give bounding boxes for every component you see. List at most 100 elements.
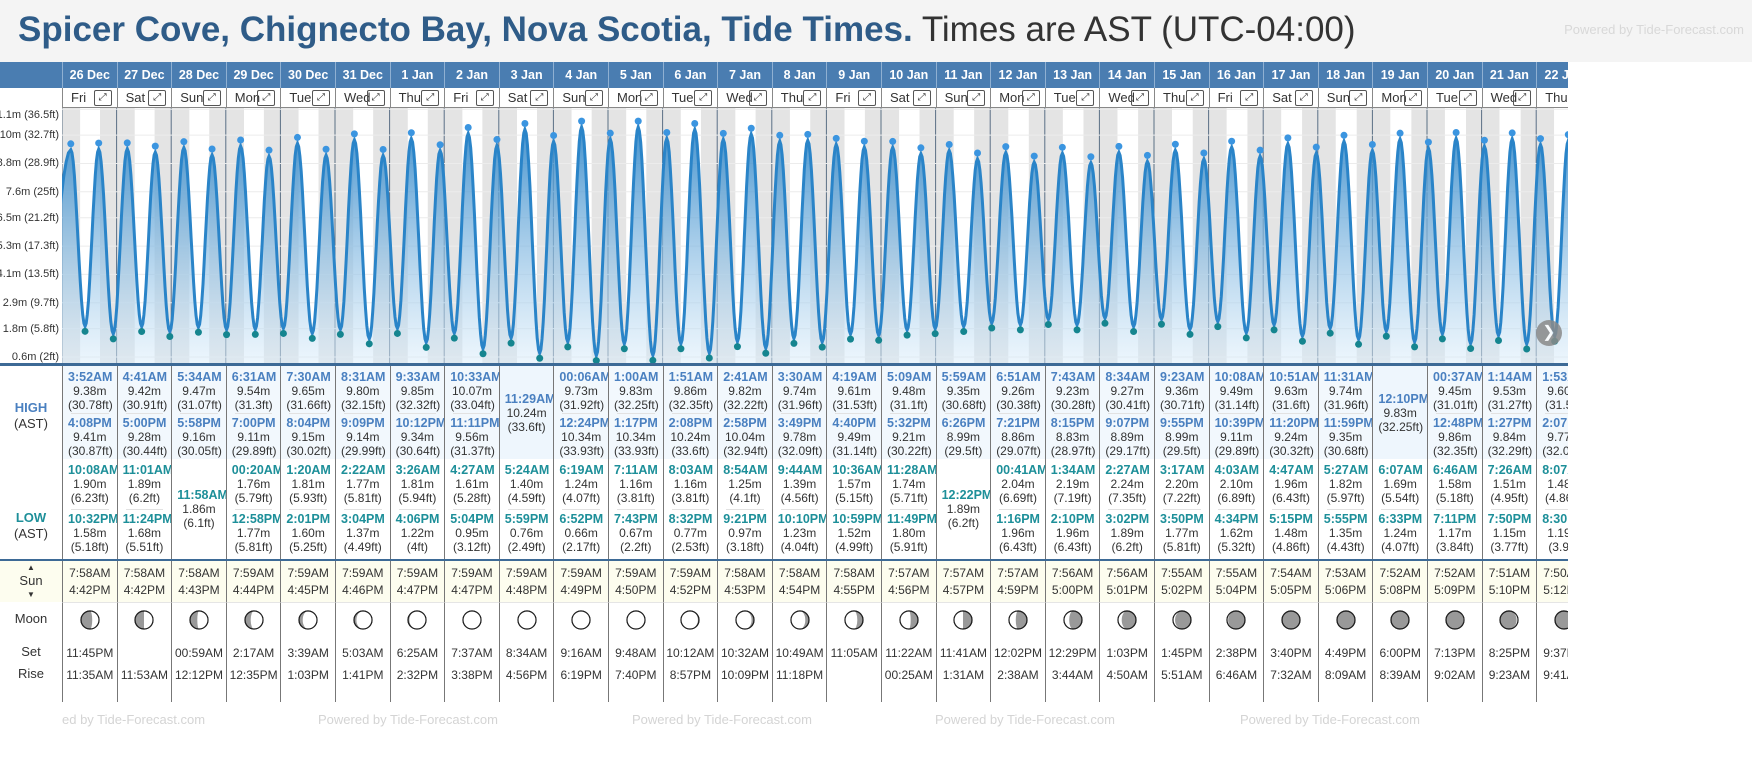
expand-day-icon[interactable]: ⤢: [202, 90, 221, 106]
low-tide-height-m: 1.40m: [509, 477, 544, 491]
expand-day-icon[interactable]: ⤢: [1294, 90, 1313, 106]
expand-day-icon[interactable]: ⤢: [803, 90, 822, 106]
moon-cell: 1:03PM 4:50AM: [1099, 602, 1154, 702]
row-separator: [344, 509, 382, 510]
high-tide-time: 3:30AM: [777, 370, 823, 384]
low-tide-height-ft: (5.91ft): [889, 540, 928, 554]
expand-day-icon[interactable]: ⤢: [584, 90, 603, 106]
low-tide-entry: 3:04PM 1.37m (4.49ft): [341, 512, 385, 554]
expand-day-icon[interactable]: ⤢: [93, 90, 112, 106]
expand-day-icon[interactable]: ⤢: [1403, 90, 1422, 106]
expand-day-icon[interactable]: ⤢: [475, 90, 494, 106]
low-tide-entry: 7:11AM 1.16m (3.81ft): [614, 463, 658, 505]
high-tide-height-ft: (30.87ft): [68, 443, 113, 458]
next-arrow-button[interactable]: ❯: [1536, 320, 1562, 346]
high-tide-height-m: 8.86m: [1001, 429, 1035, 444]
moon-set-time: 10:12AM: [666, 646, 715, 660]
moon-cell: 6:00PM 8:39AM: [1372, 602, 1427, 702]
high-tide-entry: 7:43AM 9.23m (30.28ft): [1051, 370, 1096, 412]
expand-day-icon[interactable]: ⤢: [1513, 90, 1532, 106]
expand-day-icon[interactable]: ⤢: [1130, 90, 1149, 106]
low-tide-entry: 3:02PM 1.89m (6.2ft): [1105, 512, 1149, 554]
high-tide-point: [123, 139, 131, 147]
sun-times-cell: 7:57AM 4:57PM: [935, 561, 991, 602]
low-tide-time: 6:46AM: [1433, 463, 1478, 477]
watermark-text: Powered by Tide-Forecast.com: [632, 712, 812, 727]
expand-day-icon[interactable]: ⤢: [421, 90, 440, 106]
low-tide-time: 2:22AM: [341, 463, 386, 477]
high-tide-entry: 4:41AM 9.42m (30.91ft): [123, 370, 168, 412]
expand-day-icon[interactable]: ⤢: [1076, 90, 1095, 106]
expand-day-icon[interactable]: ⤢: [1458, 90, 1477, 106]
expand-day-icon[interactable]: ⤢: [857, 90, 876, 106]
expand-day-icon[interactable]: ⤢: [148, 90, 167, 106]
expand-day-icon[interactable]: ⤢: [257, 90, 276, 106]
high-tide-height-ft: (30.22ft): [887, 443, 932, 458]
expand-day-icon[interactable]: ⤢: [1240, 90, 1259, 106]
moon-cell: 7:37AM 3:38PM: [444, 602, 499, 702]
high-tide-height-ft: (31.27ft): [1487, 398, 1533, 412]
high-label: HIGH: [14, 400, 48, 415]
sunset-time: 5:08PM: [1379, 583, 1421, 597]
expand-day-icon[interactable]: ⤢: [1349, 90, 1368, 106]
moon-cell: 10:49AM 11:18PM: [771, 602, 827, 702]
expand-day-icon[interactable]: ⤢: [366, 90, 385, 106]
high-tide-height-ft: (31.14ft): [832, 443, 878, 458]
day-of-week-cell: Tue ⤢: [662, 88, 718, 108]
y-axis: 11.1m (36.5ft) 10m (32.7ft) 8.8m (28.9ft) 7…: [0, 108, 62, 365]
day-of-week-cell: Wed ⤢: [717, 88, 772, 108]
low-tide-height-ft: (3.12ft): [452, 540, 491, 554]
low-tide-height-m: 1.62m: [1219, 526, 1254, 540]
day-of-week-cell: Wed ⤢: [1481, 88, 1537, 108]
moon-cell: 7:13PM 9:02AM: [1427, 602, 1482, 702]
sunset-time: 4:52PM: [669, 583, 712, 597]
high-tide-height-m: 9.49m: [837, 429, 871, 444]
sun-times-cell: 7:56AM 5:01PM: [1099, 561, 1154, 602]
moon-cell: 9:48AM 7:40PM: [608, 602, 663, 702]
sun-times-cell: 7:57AM 4:59PM: [990, 561, 1045, 602]
high-tide-entry: 11:31AM 9.74m (31.96ft): [1324, 370, 1375, 412]
day-of-week-cell: Fri ⤢: [444, 88, 499, 108]
high-tide-time: 12:48PM: [1433, 415, 1484, 430]
expand-day-icon[interactable]: ⤢: [912, 90, 931, 106]
day-of-week: Mon: [1381, 90, 1407, 105]
high-tide-height-ft: (33.6ft): [671, 443, 710, 458]
row-separator: [71, 509, 109, 510]
expand-day-icon[interactable]: ⤢: [530, 90, 549, 106]
low-tide-height-ft: (5.94ft): [398, 491, 437, 505]
expand-day-icon[interactable]: ⤢: [748, 90, 767, 106]
low-tide-time: 2:27AM: [1105, 463, 1150, 477]
row-separator: [1436, 509, 1474, 510]
low-tide-height-ft: (5.93ft): [289, 491, 328, 505]
low-tide-time: 8:30PM: [1542, 512, 1568, 526]
powered-by-link[interactable]: Powered by Tide-Forecast.com: [1564, 22, 1744, 37]
expand-day-icon[interactable]: ⤢: [967, 90, 986, 106]
low-tide-entry: 6:19AM 1.24m (4.07ft): [559, 463, 603, 505]
expand-day-icon[interactable]: ⤢: [1021, 90, 1040, 106]
low-tide-time: 6:19AM: [559, 463, 604, 477]
expand-day-icon[interactable]: ⤢: [311, 90, 330, 106]
low-tide-height-m: 1.77m: [236, 526, 271, 540]
sunrise-arrow-icon: ▲: [27, 563, 35, 572]
row-separator: [1490, 509, 1529, 510]
low-tide-entry: 2:22AM 1.77m (5.81ft): [341, 463, 385, 505]
moon-phase-icon: [664, 609, 718, 631]
high-tide-time: 5:00PM: [122, 415, 167, 430]
expand-day-icon[interactable]: ⤢: [694, 90, 713, 106]
expand-day-icon[interactable]: ⤢: [639, 90, 658, 106]
day-of-week: Sun: [562, 90, 586, 105]
row-separator: [780, 412, 819, 414]
high-tide-height-m: 9.11m: [1220, 429, 1253, 444]
high-tide-time: 1:14AM: [1487, 370, 1533, 384]
moon-rise-time: 2:32PM: [396, 668, 439, 682]
low-tide-cell: 8:54AM 1.25m (4.1ft) 9:21PM 0.97m (3.18ft): [717, 459, 772, 559]
row-separator: [1490, 412, 1529, 414]
row-separator: [726, 412, 764, 414]
expand-day-icon[interactable]: ⤢: [1185, 90, 1204, 106]
high-tide-height-ft: (33.04ft): [450, 398, 495, 412]
high-tide-height-m: 8.89m: [1110, 429, 1144, 444]
high-tide-point: [1143, 151, 1151, 159]
moon-rise-time: 7:40PM: [615, 668, 657, 682]
high-tide-height-m: 9.78m: [782, 429, 817, 444]
sun-times-cell: 7:52AM 5:08PM: [1372, 561, 1427, 602]
